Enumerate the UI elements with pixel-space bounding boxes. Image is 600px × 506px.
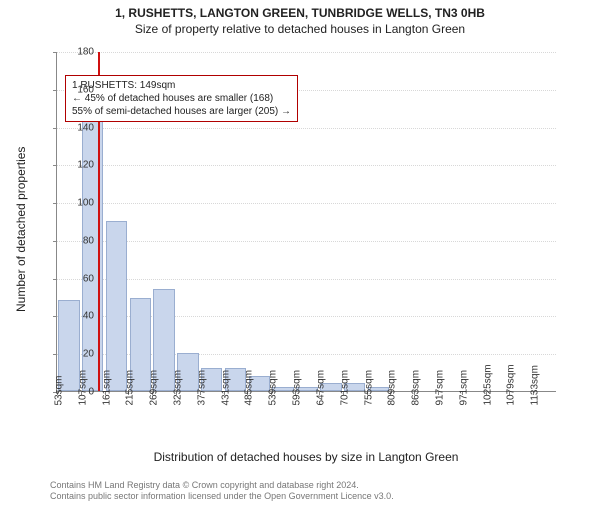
attribution-footer: Contains HM Land Registry data © Crown c…: [50, 480, 394, 503]
gridline: [57, 203, 556, 204]
y-axis-label: Number of detached properties: [14, 147, 28, 312]
gridline: [57, 279, 556, 280]
ytick-mark: [53, 316, 57, 317]
chart-title-line2: Size of property relative to detached ho…: [0, 22, 600, 36]
ytick-label: 120: [64, 160, 94, 171]
footer-line1: Contains HM Land Registry data © Crown c…: [50, 480, 394, 491]
ytick-mark: [53, 90, 57, 91]
ytick-label: 100: [64, 198, 94, 209]
ytick-label: 40: [64, 311, 94, 322]
ytick-mark: [53, 165, 57, 166]
ytick-mark: [53, 128, 57, 129]
footer-line2: Contains public sector information licen…: [50, 491, 394, 502]
ytick-mark: [53, 52, 57, 53]
gridline: [57, 52, 556, 53]
ytick-label: 20: [64, 349, 94, 360]
ytick-label: 140: [64, 122, 94, 133]
ytick-label: 80: [64, 235, 94, 246]
annotation-box: 1 RUSHETTS: 149sqm← 45% of detached hous…: [65, 75, 298, 122]
annotation-line2: ← 45% of detached houses are smaller (16…: [72, 92, 291, 105]
annotation-line3: 55% of semi-detached houses are larger (…: [72, 105, 291, 118]
histogram-bar: [106, 221, 127, 391]
ytick-mark: [53, 354, 57, 355]
ytick-label: 60: [64, 273, 94, 284]
gridline: [57, 165, 556, 166]
x-axis-label: Distribution of detached houses by size …: [56, 450, 556, 464]
gridline: [57, 128, 556, 129]
plot-region: 1 RUSHETTS: 149sqm← 45% of detached hous…: [56, 52, 556, 392]
ytick-mark: [53, 241, 57, 242]
chart-title-line1: 1, RUSHETTS, LANGTON GREEN, TUNBRIDGE WE…: [0, 6, 600, 20]
ytick-mark: [53, 203, 57, 204]
ytick-label: 160: [64, 84, 94, 95]
annotation-line1: 1 RUSHETTS: 149sqm: [72, 79, 291, 92]
ytick-label: 180: [64, 47, 94, 58]
gridline: [57, 241, 556, 242]
ytick-mark: [53, 279, 57, 280]
chart-area: 1 RUSHETTS: 149sqm← 45% of detached hous…: [56, 52, 556, 392]
